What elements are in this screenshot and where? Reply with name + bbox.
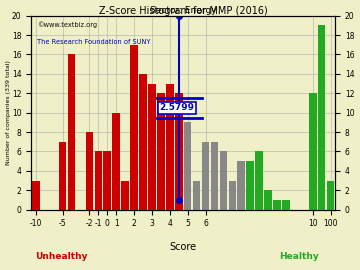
Text: 2.5799: 2.5799 (159, 103, 194, 112)
Bar (148, 83, 156, 210)
Bar (59, 142, 66, 210)
Bar (220, 151, 227, 210)
Title: Z-Score Histogram for MMP (2016): Z-Score Histogram for MMP (2016) (99, 6, 267, 16)
Bar (112, 113, 120, 210)
Bar (211, 142, 218, 210)
Bar (130, 45, 138, 210)
X-axis label: Score: Score (170, 242, 197, 252)
Bar (309, 93, 316, 210)
Bar (139, 74, 147, 210)
Bar (318, 25, 325, 210)
Bar (184, 122, 192, 210)
Bar (86, 132, 93, 210)
Text: The Research Foundation of SUNY: The Research Foundation of SUNY (37, 39, 151, 45)
Bar (157, 93, 165, 210)
Bar (238, 161, 245, 210)
Bar (273, 200, 281, 210)
Bar (264, 190, 272, 210)
Bar (95, 151, 102, 210)
Bar (327, 181, 334, 210)
Bar (246, 161, 254, 210)
Bar (255, 151, 263, 210)
Bar (202, 142, 209, 210)
Text: Healthy: Healthy (279, 252, 319, 261)
Bar (103, 151, 111, 210)
Text: ©www.textbiz.org: ©www.textbiz.org (37, 21, 98, 28)
Bar (68, 55, 75, 210)
Bar (121, 181, 129, 210)
Bar (32, 181, 40, 210)
Bar (175, 93, 183, 210)
Bar (282, 200, 290, 210)
Text: Unhealthy: Unhealthy (35, 252, 88, 261)
Bar (229, 181, 236, 210)
Y-axis label: Number of companies (339 total): Number of companies (339 total) (5, 60, 10, 165)
Text: Sector: Energy: Sector: Energy (150, 6, 216, 15)
Bar (166, 83, 174, 210)
Bar (193, 181, 201, 210)
